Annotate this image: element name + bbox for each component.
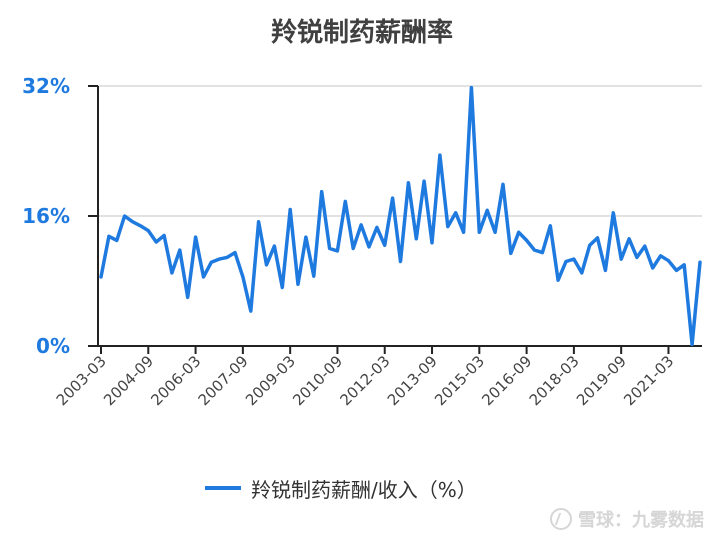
x-tick-labels: 2003-032004-092006-032007-092009-032010-… <box>53 352 678 409</box>
x-tick-label: 2019-09 <box>573 352 630 409</box>
series-lines <box>99 85 702 347</box>
x-tick-label: 2018-03 <box>526 352 583 409</box>
watermark-text: 雪球：九雾数据 <box>578 510 704 531</box>
axes <box>88 85 702 354</box>
x-tick-label: 2012-03 <box>337 352 394 409</box>
x-tick-label: 2013-09 <box>384 352 441 409</box>
x-tick-label: 2021-03 <box>620 352 677 409</box>
x-tick-label: 2004-09 <box>100 352 157 409</box>
x-tick-label: 2009-03 <box>242 352 299 409</box>
grid-lines <box>98 85 702 217</box>
x-tick-label: 2003-03 <box>53 352 110 409</box>
legend-swatch <box>205 486 241 490</box>
watermark: 雪球：九雾数据 <box>550 506 704 532</box>
y-tick-labels: 0% 16% 32% <box>22 74 70 358</box>
y-tick-label: 16% <box>22 204 70 228</box>
chart-title: 羚锐制药薪酬率 <box>270 18 453 48</box>
y-tick-label: 0% <box>36 334 70 358</box>
x-tick-label: 2006-03 <box>147 352 204 409</box>
y-tick-label: 32% <box>22 74 70 98</box>
x-tick-label: 2016-09 <box>478 352 535 409</box>
legend[interactable]: 羚锐制药薪酬/收入（%） <box>205 474 477 502</box>
x-tick-label: 2007-09 <box>195 352 252 409</box>
legend-label: 羚锐制药薪酬/收入（%） <box>251 477 477 502</box>
series-line <box>99 85 702 347</box>
x-tick-label: 2015-03 <box>431 352 488 409</box>
snowball-logo-icon <box>550 508 572 530</box>
x-tick-label: 2010-09 <box>289 352 346 409</box>
